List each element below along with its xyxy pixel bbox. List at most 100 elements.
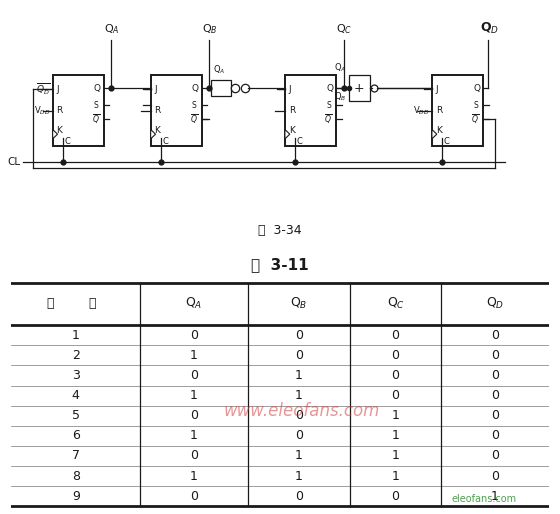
Text: S: S bbox=[192, 101, 197, 109]
Text: V$_{DD}$: V$_{DD}$ bbox=[34, 104, 50, 117]
Text: 2: 2 bbox=[72, 349, 80, 362]
Text: 8: 8 bbox=[72, 470, 80, 483]
Text: 0: 0 bbox=[491, 409, 499, 422]
Text: 0: 0 bbox=[190, 490, 198, 503]
Text: 0: 0 bbox=[491, 369, 499, 382]
Bar bbox=[53, 76, 104, 146]
Text: eleofans.com: eleofans.com bbox=[452, 493, 517, 504]
Text: 0: 0 bbox=[391, 389, 400, 402]
Text: $\overline{Q}$: $\overline{Q}$ bbox=[324, 113, 332, 126]
Text: 0: 0 bbox=[190, 369, 198, 382]
Text: R: R bbox=[155, 106, 161, 115]
Text: Q: Q bbox=[326, 84, 333, 93]
Text: J: J bbox=[155, 85, 157, 94]
Text: Q$_D$: Q$_D$ bbox=[486, 296, 504, 311]
Text: C: C bbox=[297, 137, 302, 146]
Text: J: J bbox=[436, 85, 438, 94]
Polygon shape bbox=[285, 130, 290, 139]
Text: 0: 0 bbox=[491, 470, 499, 483]
Text: Q$_C$: Q$_C$ bbox=[386, 296, 405, 311]
Text: Q: Q bbox=[473, 84, 480, 93]
Text: CL: CL bbox=[7, 157, 20, 167]
Text: 1: 1 bbox=[391, 449, 399, 463]
Bar bbox=[348, 75, 370, 101]
Text: Q$_A$: Q$_A$ bbox=[104, 23, 119, 36]
Text: 1: 1 bbox=[391, 470, 399, 483]
Text: $\overline{Q_D}$: $\overline{Q_D}$ bbox=[36, 82, 50, 97]
Text: C: C bbox=[444, 137, 450, 146]
Text: 1: 1 bbox=[295, 449, 303, 463]
Text: 0: 0 bbox=[295, 349, 303, 362]
Text: 1: 1 bbox=[190, 429, 198, 443]
Text: S: S bbox=[473, 101, 478, 109]
Text: 9: 9 bbox=[72, 490, 80, 503]
Polygon shape bbox=[432, 130, 437, 139]
Text: Q: Q bbox=[94, 84, 101, 93]
Text: Q: Q bbox=[192, 84, 199, 93]
Text: 0: 0 bbox=[491, 328, 499, 342]
Text: C: C bbox=[64, 137, 70, 146]
Bar bbox=[432, 76, 483, 146]
Bar bbox=[151, 76, 202, 146]
Text: S: S bbox=[326, 101, 331, 109]
Text: R: R bbox=[289, 106, 295, 115]
Text: $\overline{Q}$: $\overline{Q}$ bbox=[190, 113, 198, 126]
Text: R: R bbox=[57, 106, 63, 115]
Text: 0: 0 bbox=[190, 409, 198, 422]
Text: Q$_A$: Q$_A$ bbox=[213, 64, 226, 76]
Text: 1: 1 bbox=[295, 470, 303, 483]
Text: 3: 3 bbox=[72, 369, 80, 382]
Text: C: C bbox=[162, 137, 168, 146]
Text: $\overline{Q}$: $\overline{Q}$ bbox=[92, 113, 100, 126]
Text: 7: 7 bbox=[72, 449, 80, 463]
Text: www.eleofans.com: www.eleofans.com bbox=[223, 402, 380, 420]
Bar bbox=[285, 76, 336, 146]
Text: 0: 0 bbox=[295, 328, 303, 342]
Text: 6: 6 bbox=[72, 429, 80, 443]
Text: 1: 1 bbox=[295, 389, 303, 402]
Text: Q$_C$: Q$_C$ bbox=[335, 23, 352, 36]
Text: Q$_A$: Q$_A$ bbox=[334, 61, 347, 74]
Text: R: R bbox=[436, 106, 442, 115]
Text: 0: 0 bbox=[391, 369, 400, 382]
Text: K: K bbox=[57, 126, 62, 135]
Text: 0: 0 bbox=[295, 429, 303, 443]
Text: 0: 0 bbox=[295, 409, 303, 422]
Text: J: J bbox=[289, 85, 291, 94]
Text: 5: 5 bbox=[72, 409, 80, 422]
Text: Q$_B$: Q$_B$ bbox=[202, 23, 217, 36]
Polygon shape bbox=[151, 130, 156, 139]
Text: $\overline{Q}$: $\overline{Q}$ bbox=[471, 113, 479, 126]
Text: 0: 0 bbox=[491, 429, 499, 443]
Text: 1: 1 bbox=[391, 409, 399, 422]
Text: 1: 1 bbox=[72, 328, 80, 342]
Text: 数: 数 bbox=[88, 297, 96, 310]
Text: K: K bbox=[289, 126, 295, 135]
Text: 0: 0 bbox=[295, 490, 303, 503]
Text: 4: 4 bbox=[72, 389, 80, 402]
Text: 0: 0 bbox=[491, 389, 499, 402]
Text: J: J bbox=[57, 85, 59, 94]
Text: +: + bbox=[354, 82, 365, 95]
Text: V$_{DD}$: V$_{DD}$ bbox=[413, 104, 430, 117]
Text: 0: 0 bbox=[391, 349, 400, 362]
Text: 1: 1 bbox=[190, 349, 198, 362]
Bar bbox=[211, 80, 231, 96]
Text: 0: 0 bbox=[190, 449, 198, 463]
Polygon shape bbox=[53, 130, 58, 139]
Text: 0: 0 bbox=[391, 490, 400, 503]
Text: Q$_B$: Q$_B$ bbox=[290, 296, 307, 311]
Text: 0: 0 bbox=[491, 449, 499, 463]
Text: 表  3-11: 表 3-11 bbox=[251, 257, 309, 272]
Text: Q$_B$: Q$_B$ bbox=[334, 90, 347, 103]
Text: Q$_A$: Q$_A$ bbox=[185, 296, 203, 311]
Text: 1: 1 bbox=[391, 429, 399, 443]
Text: 1: 1 bbox=[491, 490, 499, 503]
Text: Q$_D$: Q$_D$ bbox=[480, 21, 500, 36]
Text: 图  3-34: 图 3-34 bbox=[258, 224, 302, 237]
Text: 0: 0 bbox=[190, 328, 198, 342]
Text: 1: 1 bbox=[190, 389, 198, 402]
Text: 0: 0 bbox=[491, 349, 499, 362]
Text: S: S bbox=[94, 101, 99, 109]
Text: 0: 0 bbox=[391, 328, 400, 342]
